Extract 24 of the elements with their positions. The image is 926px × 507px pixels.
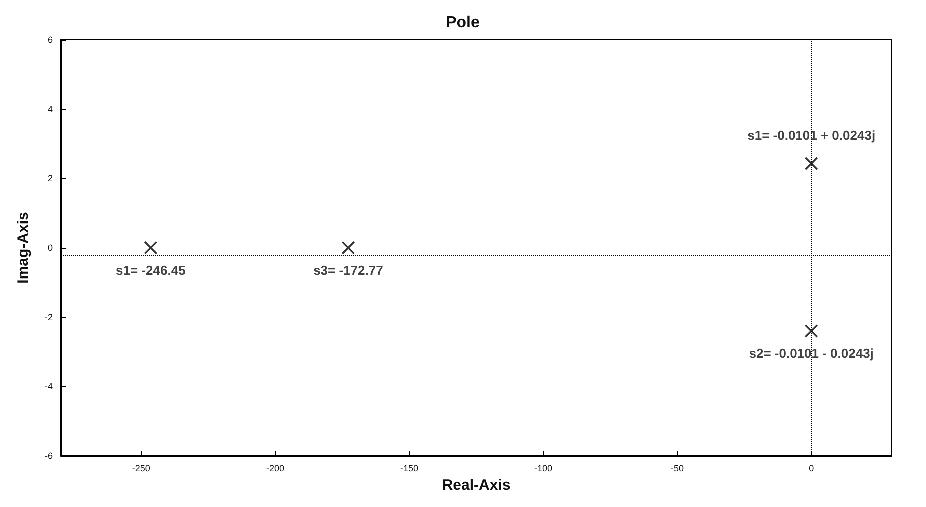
point	[805, 324, 818, 338]
chart-title: Pole	[446, 14, 480, 32]
point	[144, 242, 158, 254]
point	[805, 157, 818, 170]
y-tick-label: 6	[48, 35, 53, 45]
annotation: s1= -246.45	[116, 263, 186, 278]
x-tick-label: -200	[266, 464, 284, 474]
y-axis-title: Imag-Axis	[15, 212, 32, 284]
point	[342, 242, 355, 254]
y-tick-label: 4	[48, 104, 53, 114]
annotation: s3= -172.77	[314, 263, 384, 278]
x-tick-label: 0	[809, 464, 814, 474]
y-tick-label: -4	[44, 382, 53, 392]
y-tick-label: -2	[44, 312, 53, 322]
x-axis-title: Real-Axis	[442, 477, 511, 494]
x-tick-label: -50	[671, 464, 684, 474]
y-tick-label: -6	[44, 451, 53, 461]
y-tick-label: 2	[48, 174, 53, 184]
annotation: s2= -0.0101 - 0.0243j	[749, 346, 874, 362]
x-tick-label: -100	[534, 464, 553, 474]
annotation: s1= -0.0101 + 0.0243j	[748, 128, 876, 143]
x-tick-label: -250	[132, 464, 150, 474]
x-tick-label: -150	[400, 464, 418, 474]
y-tick-label: 0	[48, 243, 53, 253]
